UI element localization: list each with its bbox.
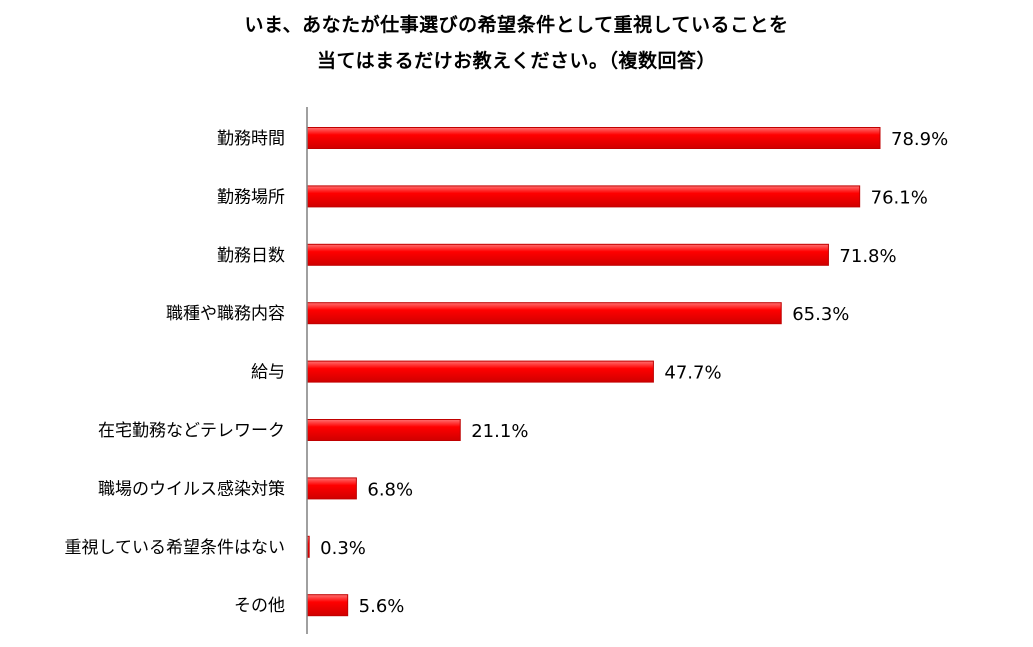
bar-1 xyxy=(306,185,861,208)
value-label-3: 65.3% xyxy=(792,304,849,325)
value-label-5: 21.1% xyxy=(471,421,528,442)
bar-0 xyxy=(306,127,881,149)
chart-title-line-1: いま、あなたが仕事選びの希望条件として重視していることを xyxy=(244,14,789,36)
bars-group xyxy=(306,127,881,617)
category-labels: 勤務時間勤務場所勤務日数職種や職務内容給与在宅勤務などテレワーク職場のウイルス感… xyxy=(65,129,286,616)
bar-5 xyxy=(306,419,461,441)
value-label-0: 78.9% xyxy=(891,129,948,150)
bar-4 xyxy=(306,360,654,383)
category-label-0: 勤務時間 xyxy=(217,129,285,149)
value-labels: 78.9% 76.1% 71.8% 65.3% 47.7% 21.1% 6.8% 0.3% 5.… xyxy=(320,129,948,617)
category-label-6: 職場のウイルス感染対策 xyxy=(98,479,285,499)
bar-3 xyxy=(306,302,782,325)
value-label-7: 0.3% xyxy=(320,538,366,559)
value-label-2: 71.8% xyxy=(839,246,896,267)
category-label-7: 重視している希望条件はない xyxy=(65,538,286,558)
category-label-2: 勤務日数 xyxy=(217,246,285,266)
value-label-1: 76.1% xyxy=(871,187,928,208)
bar-8 xyxy=(306,594,349,617)
category-label-4: 給与 xyxy=(251,363,285,383)
category-label-8: その他 xyxy=(234,596,285,616)
category-label-3: 職種や職務内容 xyxy=(166,304,285,324)
bar-2 xyxy=(306,243,829,266)
value-label-8: 5.6% xyxy=(359,596,405,617)
category-label-1: 勤務場所 xyxy=(217,187,285,207)
bar-6 xyxy=(306,477,357,500)
value-label-6: 6.8% xyxy=(367,479,413,500)
value-label-4: 47.7% xyxy=(664,363,721,384)
chart-title-line-2: 当てはまるだけお教えください。（複数回答） xyxy=(316,50,717,72)
category-label-5: 在宅勤務などテレワーク xyxy=(98,421,285,441)
